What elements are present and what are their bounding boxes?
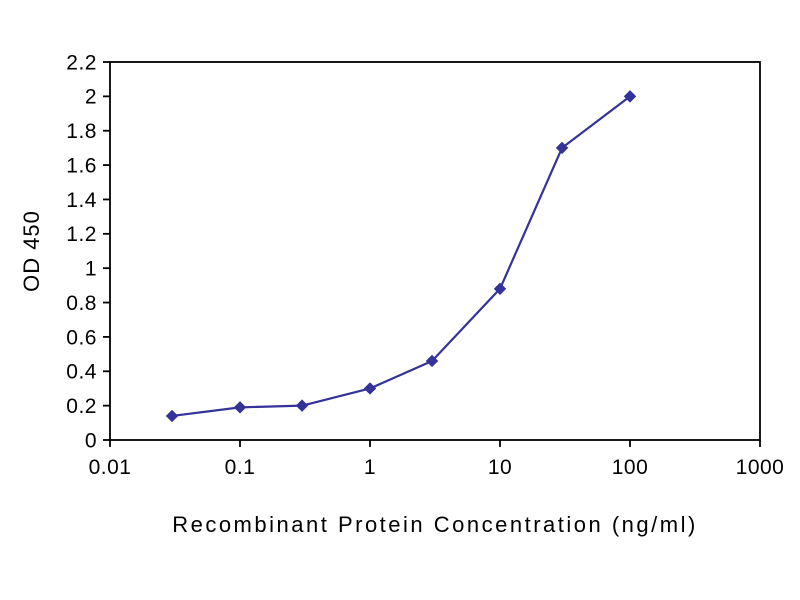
y-tick-label: 2 bbox=[85, 86, 97, 109]
x-tick-label: 100 bbox=[612, 456, 649, 479]
y-tick-label: 0 bbox=[85, 429, 97, 452]
y-tick-label: 2.2 bbox=[66, 51, 97, 74]
y-tick-label: 0.2 bbox=[66, 395, 97, 418]
y-tick-label: 1.2 bbox=[66, 223, 97, 246]
data-point-marker bbox=[363, 382, 377, 395]
x-tick-label: 1 bbox=[364, 456, 376, 479]
x-tick-label: 10 bbox=[488, 456, 512, 479]
data-point-marker bbox=[425, 354, 439, 368]
x-tick-label: 1000 bbox=[736, 456, 785, 479]
x-tick-label: 0.01 bbox=[89, 456, 132, 479]
data-point-marker bbox=[233, 401, 247, 414]
x-axis-title: Recombinant Protein Concentration (ng/ml… bbox=[172, 512, 698, 537]
y-tick-label: 0.8 bbox=[66, 292, 97, 315]
y-tick-label: 1.8 bbox=[66, 120, 97, 143]
x-tick-label: 0.1 bbox=[225, 456, 256, 479]
plot-border bbox=[109, 61, 761, 441]
data-point-marker bbox=[493, 282, 507, 296]
y-tick-label: 1.4 bbox=[66, 189, 97, 212]
data-point-marker bbox=[623, 90, 637, 103]
y-tick-label: 0.4 bbox=[66, 361, 97, 384]
y-tick-label: 1 bbox=[85, 258, 97, 281]
data-point-marker bbox=[295, 399, 309, 412]
y-axis-title: OD 450 bbox=[19, 210, 44, 292]
y-tick-label: 0.6 bbox=[66, 326, 97, 349]
data-point-marker bbox=[555, 141, 569, 155]
y-tick-label: 1.6 bbox=[66, 154, 97, 177]
data-line bbox=[171, 95, 631, 418]
data-point-marker bbox=[165, 409, 179, 423]
